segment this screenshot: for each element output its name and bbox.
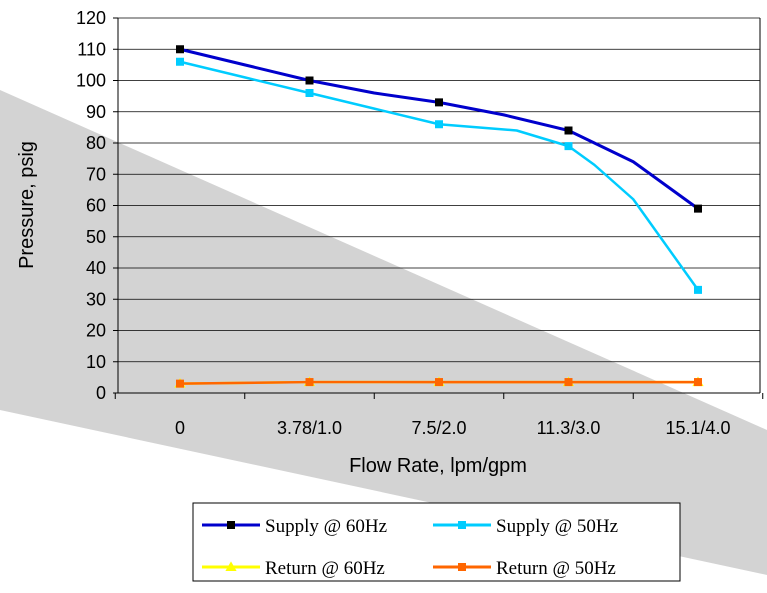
y-tick-label: 80	[86, 133, 106, 153]
point-marker	[227, 521, 235, 529]
point-marker	[305, 76, 314, 85]
point-marker	[435, 120, 443, 129]
x-tick-label: 3.78/1.0	[277, 418, 342, 438]
point-marker	[458, 563, 466, 571]
legend-items: Supply @ 60Hz Supply @ 50Hz Return @ 60Hz R…	[202, 516, 618, 579]
y-tick-label: 50	[86, 227, 106, 247]
legend: Supply @ 60Hz Supply @ 50Hz Return @ 60Hz R…	[192, 502, 681, 582]
y-tick-label: 100	[76, 71, 106, 91]
point-marker	[694, 204, 702, 213]
x-tick-label: 11.3/3.0	[537, 418, 601, 438]
y-tick-label: 90	[86, 102, 106, 122]
point-marker	[694, 378, 702, 387]
x-tick-label: 7.5/2.0	[411, 418, 466, 438]
x-ticks: 0 3.78/1.0 7.5/2.0 11.3/3.0 15.1/4.0	[114, 393, 764, 438]
series	[174, 45, 704, 388]
y-ticks: 0 10 20 30 40 50 60 70 80 90 100 110 120	[76, 8, 118, 403]
point-marker	[225, 561, 237, 571]
point-marker	[176, 379, 184, 388]
point-marker	[564, 142, 573, 151]
point-marker	[176, 57, 184, 66]
y-tick-label: 110	[77, 39, 106, 59]
x-axis-label: Flow Rate, lpm/gpm	[349, 455, 527, 477]
y-axis-label: Pressure, psig	[16, 141, 38, 269]
point-marker	[435, 98, 443, 107]
y-tick-label: 10	[86, 352, 106, 372]
point-marker	[435, 378, 443, 387]
legend-label: Supply @ 60Hz	[265, 516, 387, 537]
point-marker	[564, 378, 573, 387]
point-marker	[458, 521, 466, 529]
y-tick-label: 20	[86, 321, 106, 341]
legend-label: Return @ 60Hz	[265, 558, 385, 579]
legend-item: Supply @ 50Hz	[433, 516, 618, 537]
series-supply-60hz	[176, 45, 702, 213]
point-marker	[176, 45, 184, 54]
series-supply-50hz	[176, 57, 702, 294]
x-tick-label: 15.1/4.0	[665, 418, 730, 438]
x-tick-label: 0	[175, 418, 185, 438]
y-tick-label: 0	[96, 383, 106, 403]
point-marker	[694, 285, 702, 294]
y-tick-label: 60	[86, 196, 106, 216]
legend-item: Supply @ 60Hz	[202, 516, 387, 537]
series-return-50hz	[176, 378, 702, 388]
series-line	[178, 47, 700, 211]
legend-label: Supply @ 50Hz	[496, 516, 618, 537]
legend-item: Return @ 50Hz	[433, 558, 616, 579]
point-marker	[305, 89, 314, 97]
y-tick-label: 40	[86, 258, 106, 278]
legend-label: Return @ 50Hz	[496, 558, 616, 579]
point-marker	[564, 126, 573, 135]
series-line	[178, 60, 700, 292]
background-band	[0, 90, 767, 575]
gridlines	[118, 17, 760, 363]
y-tick-label: 70	[86, 164, 106, 184]
legend-item: Return @ 60Hz	[202, 558, 385, 579]
y-tick-label: 30	[86, 289, 106, 309]
y-tick-label: 120	[76, 8, 106, 28]
point-marker	[305, 378, 314, 387]
